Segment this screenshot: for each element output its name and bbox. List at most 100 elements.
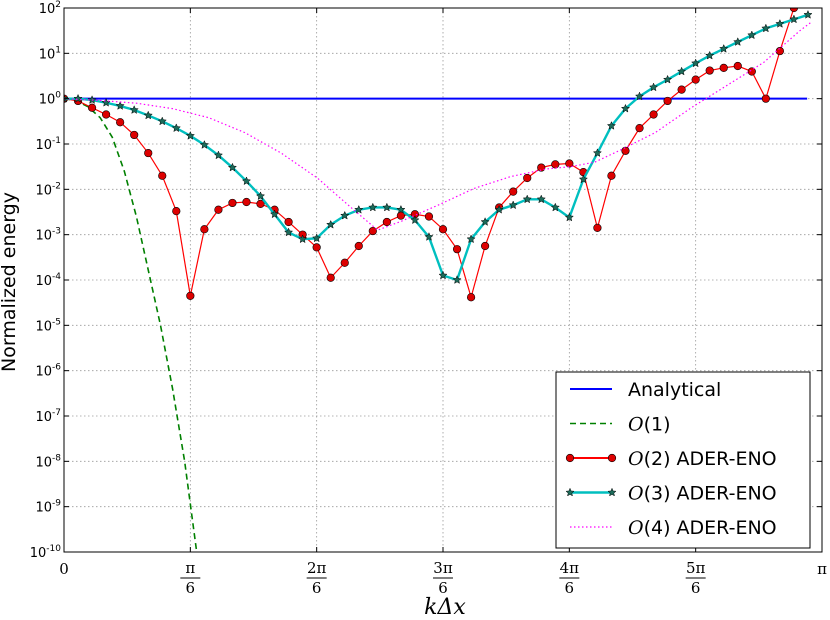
y-tick-exponent: -5 — [52, 317, 61, 327]
data-point-circle — [144, 148, 153, 158]
data-point-star — [185, 130, 195, 140]
data-point-circle — [256, 199, 265, 208]
data-point-circle — [565, 159, 574, 168]
data-point-circle — [172, 206, 181, 216]
y-tick-exponent: -7 — [52, 408, 61, 418]
series-line — [64, 21, 813, 231]
data-point-circle — [452, 245, 462, 254]
x-tick-label: π — [817, 560, 827, 578]
data-point-star — [620, 103, 631, 113]
data-point-star — [578, 174, 588, 184]
data-point-star — [803, 9, 813, 19]
legend-label-math: O — [628, 517, 644, 539]
x-tick-numerator: 2π — [307, 559, 327, 577]
data-point-circle — [789, 8, 799, 13]
data-point-circle — [438, 225, 448, 234]
data-point-circle — [186, 291, 195, 300]
data-point-star — [73, 93, 83, 103]
data-point-star — [480, 217, 490, 226]
x-tick-numerator: 5π — [686, 559, 706, 577]
legend-label-math: O — [628, 448, 644, 470]
y-tick-base: 10 — [35, 274, 52, 289]
data-point-star — [719, 43, 729, 53]
data-point-circle — [284, 217, 293, 227]
data-point-star — [606, 121, 617, 130]
data-point-star — [312, 233, 322, 243]
data-point-circle — [466, 293, 476, 302]
y-tick-exponent: -9 — [52, 499, 61, 509]
data-point-star — [648, 82, 659, 92]
data-point-circle — [200, 225, 209, 234]
legend-label-rest: (2) ADER-ENO — [644, 448, 777, 470]
data-point-star — [677, 66, 687, 76]
y-tick-label: 10-2 — [35, 181, 61, 198]
data-point-circle — [649, 110, 658, 119]
legend-marker-circle — [565, 453, 575, 463]
data-point-star — [747, 30, 757, 40]
data-point-star — [269, 209, 280, 219]
x-tick-denominator: 6 — [438, 579, 448, 597]
y-tick-label: 10-8 — [35, 453, 61, 470]
legend-label: O(4) ADER-ENO — [628, 517, 777, 539]
data-point-circle — [312, 243, 321, 252]
data-point-circle — [481, 241, 490, 251]
data-point-circle — [677, 85, 686, 94]
data-point-star — [354, 204, 364, 214]
data-point-star — [705, 50, 715, 60]
x-tick-denominator: 6 — [565, 579, 575, 597]
data-point-circle — [663, 96, 672, 106]
data-point-circle — [340, 258, 349, 267]
data-point-circle — [87, 103, 97, 112]
data-point-circle — [705, 66, 714, 75]
y-tick-exponent: 2 — [55, 0, 61, 10]
y-tick-base: 10 — [35, 501, 52, 516]
data-point-star — [424, 232, 434, 241]
data-point-star — [761, 23, 771, 33]
data-point-star — [410, 215, 420, 225]
data-point-star — [157, 116, 167, 126]
y-tick-exponent: 1 — [55, 45, 61, 55]
y-tick-label: 10-7 — [35, 408, 61, 425]
x-tick-denominator: 6 — [312, 579, 322, 597]
data-point-circle — [719, 63, 728, 72]
data-point-circle — [228, 198, 237, 208]
y-tick-base: 10 — [35, 319, 52, 334]
data-point-star — [340, 210, 350, 220]
data-point-star — [466, 234, 476, 244]
x-tick-numerator: π — [185, 559, 195, 577]
y-tick-base: 10 — [35, 138, 52, 153]
x-axis-label: kΔx — [424, 595, 466, 620]
y-tick-label: 10-4 — [35, 272, 61, 289]
data-point-circle — [551, 160, 560, 169]
data-point-star — [255, 191, 266, 201]
data-point-star — [634, 91, 645, 101]
data-point-circle — [116, 118, 125, 127]
y-tick-exponent: 0 — [55, 91, 61, 101]
legend-label-rest: (4) ADER-ENO — [644, 517, 777, 539]
x-tick-numerator: 4π — [560, 559, 580, 577]
y-tick-label: 101 — [39, 45, 61, 62]
data-point-star — [775, 19, 785, 28]
y-tick-label: 100 — [39, 91, 62, 108]
data-point-star — [438, 270, 448, 280]
y-tick-exponent: -10 — [46, 544, 61, 554]
data-point-circle — [242, 197, 251, 207]
y-tick-base: 10 — [39, 93, 56, 108]
data-point-circle — [593, 223, 602, 232]
legend-label-math: O — [628, 414, 644, 436]
data-point-circle — [523, 173, 532, 183]
series-layer — [64, 8, 813, 552]
y-tick-exponent: -8 — [52, 453, 61, 463]
legend-box — [555, 371, 811, 549]
y-tick-base: 10 — [39, 2, 56, 17]
data-point-star — [564, 212, 574, 222]
series-line — [64, 8, 795, 300]
legend-marker-circle — [607, 453, 617, 463]
data-point-circle — [537, 163, 546, 172]
data-point-circle — [102, 110, 111, 119]
data-point-circle — [733, 61, 742, 71]
data-point-star — [171, 123, 181, 133]
x-tick-label: 0 — [59, 560, 69, 578]
y-tick-label: 10-5 — [35, 317, 61, 334]
y-tick-base: 10 — [39, 47, 56, 62]
